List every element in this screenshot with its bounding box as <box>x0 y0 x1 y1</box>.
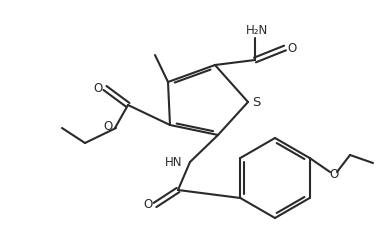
Text: O: O <box>329 169 339 181</box>
Text: H₂N: H₂N <box>246 24 268 37</box>
Text: O: O <box>103 119 113 132</box>
Text: O: O <box>143 198 152 211</box>
Text: O: O <box>288 42 296 55</box>
Text: S: S <box>252 96 260 109</box>
Text: O: O <box>93 81 103 94</box>
Text: HN: HN <box>165 156 183 169</box>
